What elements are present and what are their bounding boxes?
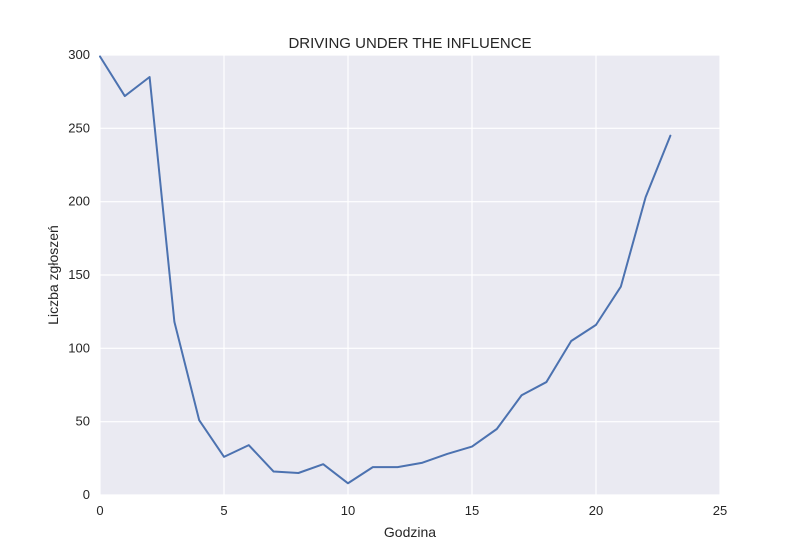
y-tick-label: 150	[68, 267, 90, 282]
x-tick-label: 0	[96, 503, 103, 518]
y-tick-label: 100	[68, 340, 90, 355]
x-tick-label: 5	[220, 503, 227, 518]
y-axis-ticks: 0 50 100 150 200 250 300	[68, 47, 90, 502]
y-tick-label: 300	[68, 47, 90, 62]
y-tick-label: 50	[76, 414, 90, 429]
series-line	[99, 55, 672, 485]
y-tick-label: 200	[68, 194, 90, 209]
y-tick-label: 250	[68, 120, 90, 135]
x-tick-label: 20	[589, 503, 603, 518]
x-tick-label: 15	[465, 503, 479, 518]
y-tick-label: 0	[83, 487, 90, 502]
x-axis-label: Godzina	[384, 524, 436, 540]
x-axis-ticks: 0 5 10 15 20 25	[96, 503, 727, 518]
x-tick-label: 25	[713, 503, 727, 518]
x-tick-label: 10	[341, 503, 355, 518]
chart-title: DRIVING UNDER THE INFLUENCE	[288, 35, 531, 52]
y-axis-label: Liczba zgłoszeń	[45, 225, 61, 325]
grid	[99, 54, 721, 496]
series-layer	[99, 55, 672, 485]
